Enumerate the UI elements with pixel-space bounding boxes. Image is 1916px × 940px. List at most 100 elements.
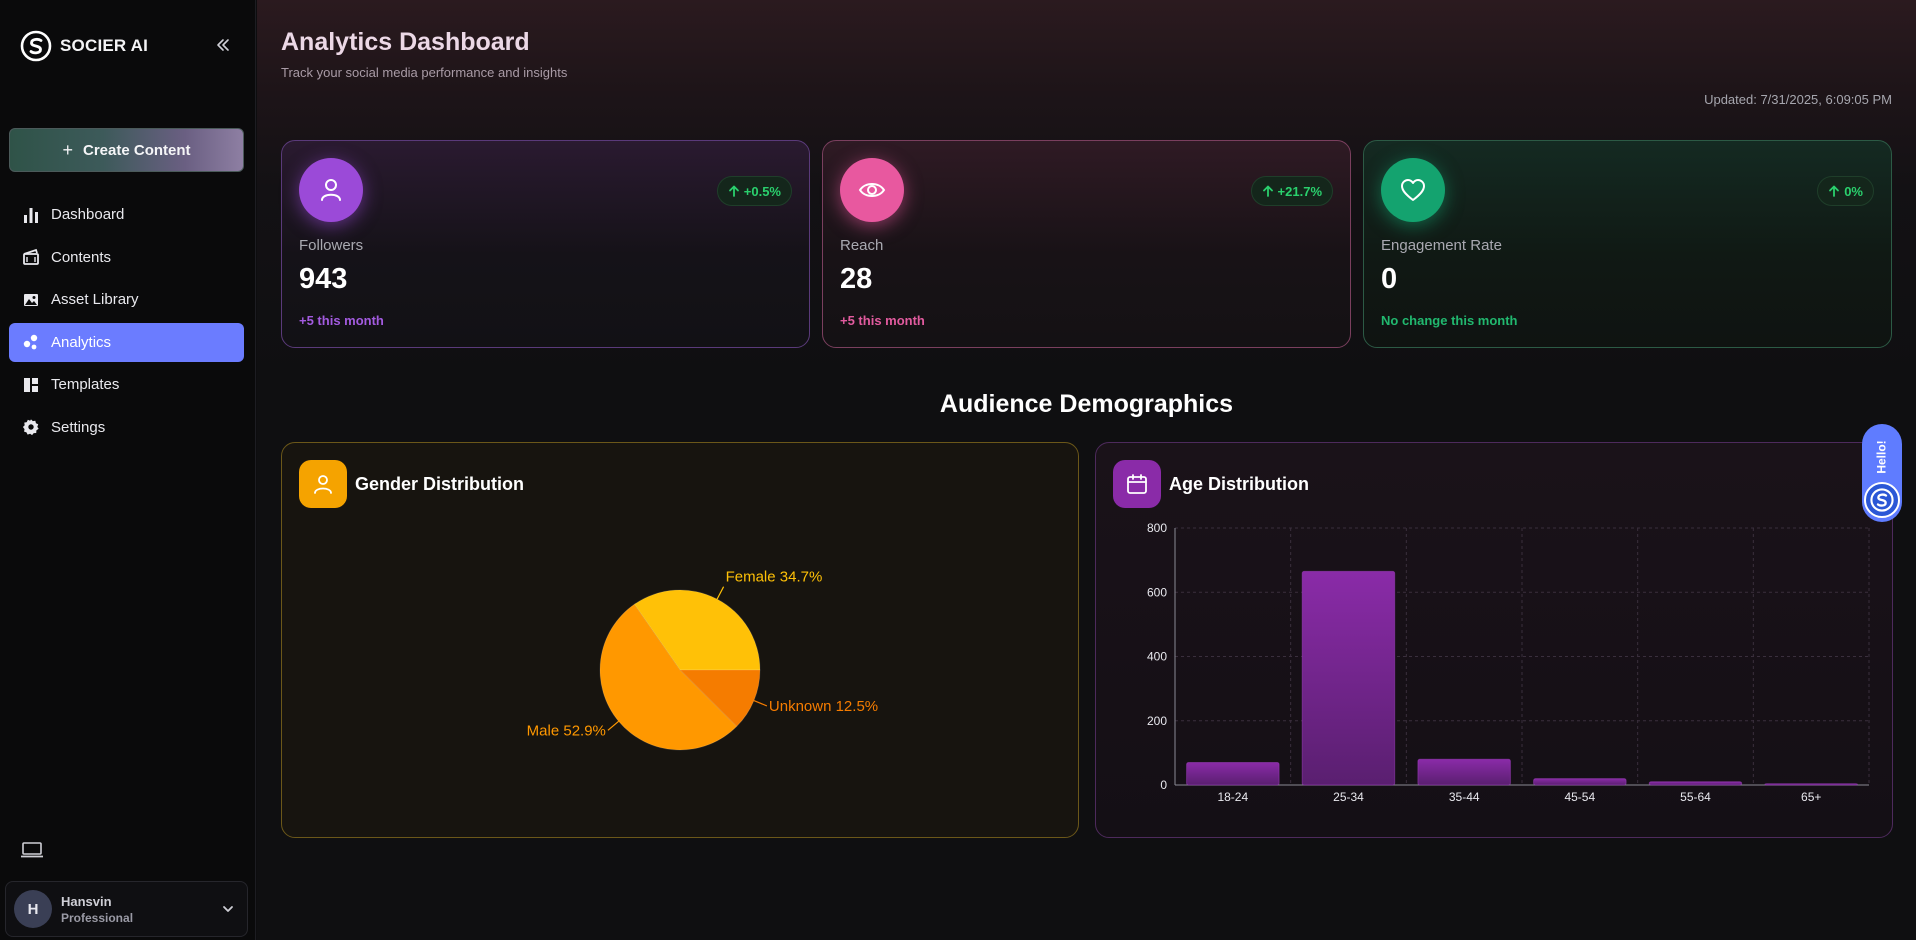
user-plan: Professional [61, 910, 134, 925]
stat-label: Reach [840, 237, 884, 254]
x-tick-label: 18-24 [1217, 790, 1248, 804]
change-badge: +21.7% [1250, 176, 1333, 206]
x-tick-label: 55-64 [1680, 790, 1711, 804]
user-name: Hansvin [61, 893, 112, 909]
pie-label: Unknown 12.5% [769, 698, 878, 715]
stat-value: 943 [299, 263, 348, 295]
engagement-card: 0% Engagement Rate 0 No change this mont… [1363, 140, 1892, 348]
change-badge: 0% [1817, 176, 1874, 206]
sidebar-item-asset-library[interactable]: Asset Library [9, 280, 244, 319]
pie-slice-unknown[interactable] [678, 669, 761, 728]
reach-card: +21.7% Reach 28 +5 this month [822, 140, 1351, 348]
sidebar-item-dashboard[interactable]: Dashboard [9, 195, 244, 234]
last-updated: Updated: 7/31/2025, 6:09:05 PM [1704, 92, 1892, 107]
sidebar-item-label: Contents [51, 248, 112, 266]
socier-logo-icon [20, 30, 52, 62]
change-value: +0.5% [743, 183, 781, 199]
sidebar-item-label: Templates [51, 376, 120, 393]
user-info: Hansvin Professional [61, 894, 133, 925]
stat-label: Followers [299, 237, 364, 254]
y-tick-label: 600 [1147, 585, 1167, 599]
page-subtitle: Track your social media performance and … [281, 65, 568, 80]
pie-leader-line [753, 700, 768, 707]
arrow-up-icon [1829, 185, 1840, 197]
user-profile-menu[interactable]: H Hansvin Professional [5, 881, 248, 937]
bar-65+[interactable] [1764, 783, 1858, 786]
main-content: Analytics Dashboard Track your social me… [257, 0, 1916, 940]
change-value: +21.7% [1277, 183, 1322, 199]
stat-note: No change this month [1381, 313, 1518, 328]
chart-header: Age Distribution [1113, 460, 1309, 508]
gear-icon [21, 417, 41, 437]
gender-pie-chart: Female 34.7% Unknown 12.5% Male 52.9% [527, 569, 878, 751]
analytics-icon [21, 332, 41, 352]
pie-slice-female[interactable] [633, 589, 761, 671]
age-distribution-card: 0 200 400 600 800 18-24 25-34 35-44 45-54 55-64 65… [1095, 442, 1893, 838]
x-tick-label: 45-54 [1564, 790, 1595, 804]
stat-note: +5 this month [299, 313, 384, 328]
socier-logo-icon [1864, 482, 1900, 518]
avatar: H [14, 890, 52, 928]
arrow-up-icon [1262, 185, 1273, 197]
layout-icon [21, 375, 41, 395]
create-content-button[interactable]: + Create Content [9, 128, 244, 172]
pie-leader-line [607, 720, 619, 731]
pie-label: Male 52.9% [527, 722, 606, 739]
bar-18-24[interactable] [1186, 762, 1280, 786]
y-tick-label: 0 [1160, 778, 1167, 792]
bar-35-44[interactable] [1417, 758, 1511, 786]
change-value: 0% [1844, 183, 1863, 199]
sidebar-item-label: Settings [51, 418, 106, 436]
age-bar-chart: 0 200 400 600 800 18-24 25-34 35-44 45-54 55-64 65… [1147, 521, 1870, 804]
collapse-sidebar-button[interactable] [212, 34, 234, 56]
bar-45-54[interactable] [1533, 778, 1627, 786]
image-icon [21, 290, 41, 310]
stat-value: 0 [1381, 263, 1398, 295]
change-badge: +0.5% [716, 176, 792, 206]
sidebar-item-contents[interactable]: Contents [9, 238, 244, 277]
sidebar-item-label: Asset Library [51, 291, 139, 308]
bar-chart-icon [21, 205, 41, 225]
sidebar-item-settings[interactable]: Settings [9, 408, 244, 447]
clapperboard-icon [21, 247, 41, 267]
stat-note: +5 this month [840, 313, 925, 328]
stat-label: Engagement Rate [1381, 237, 1502, 254]
y-tick-label: 800 [1147, 521, 1167, 535]
pie-label: Female 34.7% [726, 569, 823, 586]
calendar-icon [1113, 460, 1161, 508]
chart-header: Gender Distribution [299, 460, 524, 508]
x-tick-label: 35-44 [1449, 790, 1480, 804]
bar-25-34[interactable] [1301, 570, 1396, 786]
sidebar-item-label: Dashboard [51, 206, 125, 223]
hello-label: Hello! [1875, 440, 1889, 474]
user-icon [299, 460, 347, 508]
y-tick-label: 200 [1147, 714, 1167, 728]
hello-chat-widget[interactable]: Hello! [1862, 424, 1902, 522]
arrow-up-icon [728, 185, 739, 197]
page-title: Analytics Dashboard [281, 28, 530, 56]
section-title: Audience Demographics [939, 390, 1234, 418]
y-tick-label: 400 [1147, 650, 1167, 664]
plus-icon: + [62, 139, 73, 160]
sidebar: SOCIER AI + Create Content Dashboard Con… [0, 0, 256, 940]
sidebar-item-templates[interactable]: Templates [9, 365, 244, 404]
sidebar-nav: Dashboard Contents Asset Library Analyti… [9, 195, 244, 450]
x-tick-label: 25-34 [1333, 790, 1364, 804]
chart-title: Age Distribution [1169, 473, 1309, 494]
brand[interactable]: SOCIER AI [20, 30, 148, 62]
pie-leader-line [716, 586, 725, 600]
create-content-label: Create Content [83, 141, 191, 159]
chart-title: Gender Distribution [355, 473, 525, 494]
user-icon [299, 158, 363, 222]
laptop-icon[interactable] [20, 840, 44, 860]
gender-distribution-card: Female 34.7% Unknown 12.5% Male 52.9% Gend… [281, 442, 1079, 838]
eye-icon [840, 158, 904, 222]
heart-icon [1381, 158, 1445, 222]
double-chevron-left-icon [217, 39, 229, 51]
sidebar-item-analytics[interactable]: Analytics [9, 322, 244, 362]
chevron-down-icon [223, 906, 233, 912]
followers-card: +0.5% Followers 943 +5 this month [281, 140, 810, 348]
bar-55-64[interactable] [1648, 781, 1743, 786]
x-tick-label: 65+ [1801, 790, 1821, 804]
sidebar-item-label: Analytics [51, 333, 112, 351]
